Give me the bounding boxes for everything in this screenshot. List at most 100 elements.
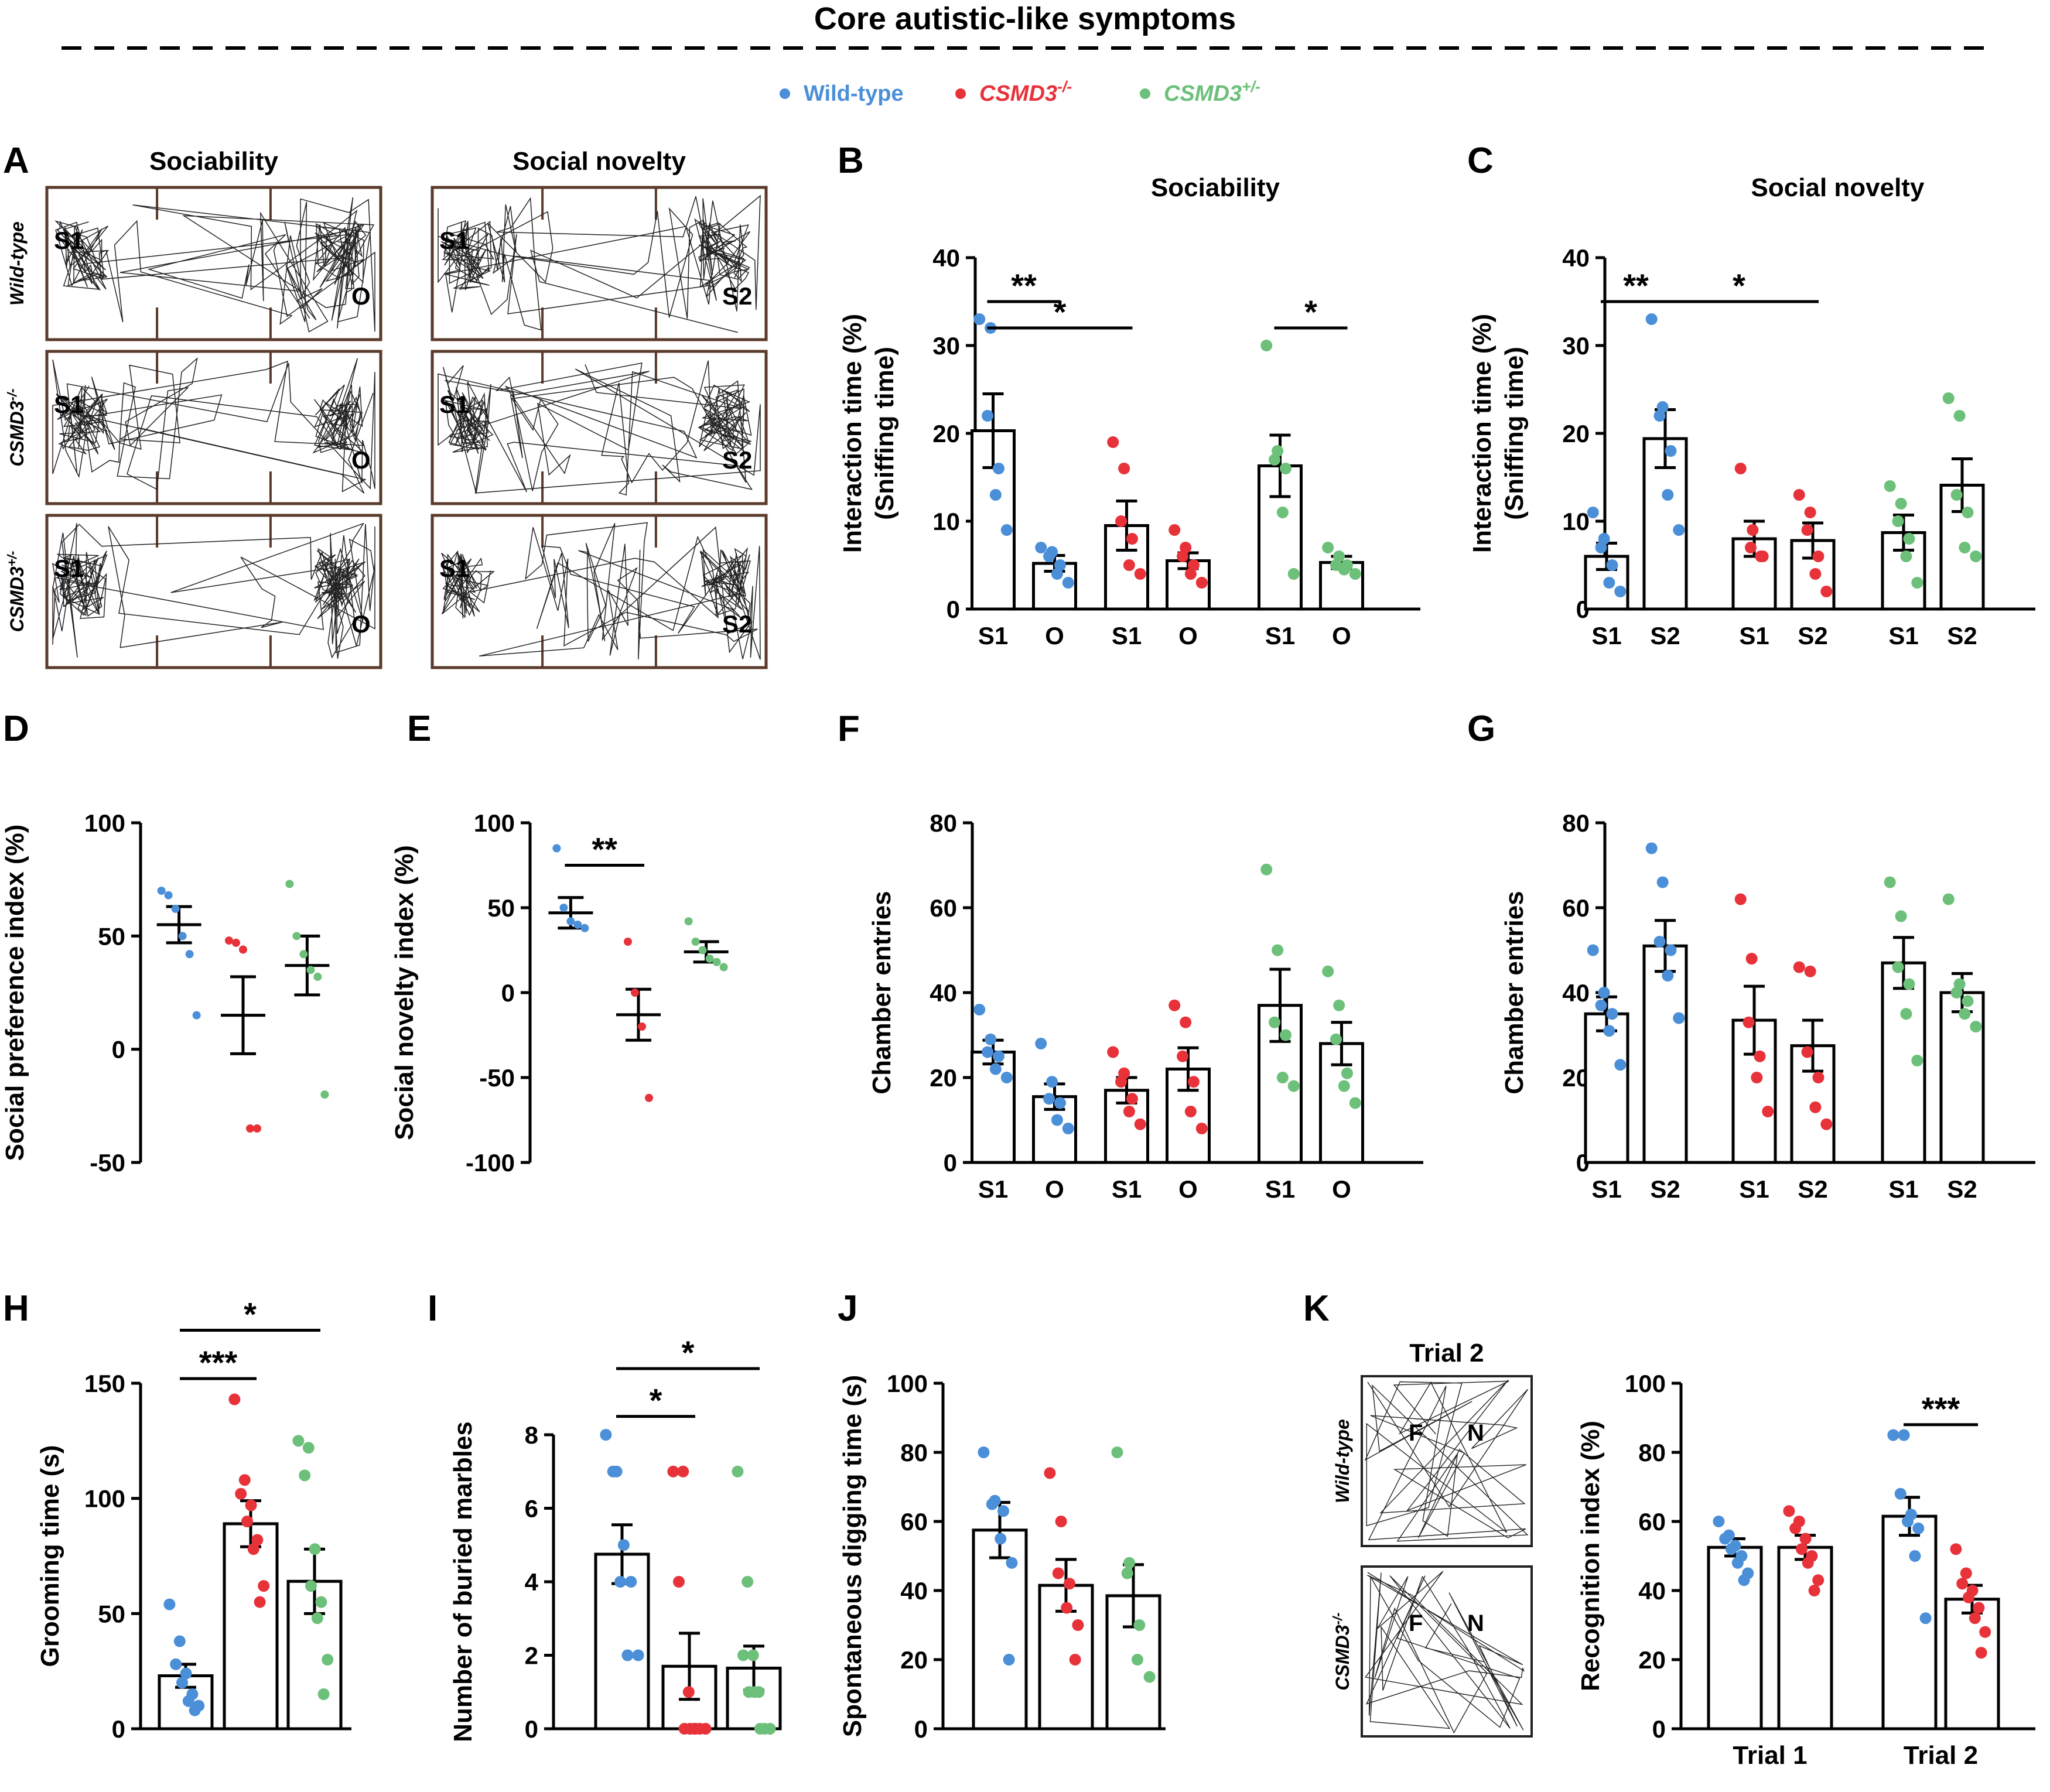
data-point: [189, 1704, 201, 1716]
panel-k-row-label: CSMD3-/-: [1330, 1612, 1354, 1690]
data-point: [982, 410, 994, 422]
data-point: [182, 1695, 194, 1707]
data-point: [1177, 1050, 1189, 1062]
mouse-track: [438, 360, 761, 496]
data-point: [1656, 401, 1669, 413]
data-point: [1911, 577, 1923, 589]
legend-dot: [1140, 88, 1150, 99]
data-point: [235, 1487, 247, 1500]
panel-letter-k: K: [1303, 1288, 1330, 1329]
data-point: [1046, 1076, 1058, 1088]
data-point: [1603, 577, 1615, 589]
data-point: [1603, 1025, 1615, 1037]
data-point: [1973, 1602, 1985, 1614]
data-point: [1126, 1093, 1138, 1105]
data-point: [1134, 1118, 1146, 1130]
data-point: [995, 1533, 1007, 1545]
mouse-track-cluster: [444, 387, 494, 454]
y-axis-label: Spontaneous digging time (s): [838, 1375, 867, 1737]
data-point: [1035, 542, 1047, 553]
data-point: [1322, 542, 1334, 553]
y-tick-label: 20: [1638, 1646, 1666, 1674]
panel-a-col-title: Sociability: [149, 147, 279, 176]
data-point: [1143, 1671, 1156, 1683]
y-tick-label: 0: [944, 1149, 957, 1177]
data-point: [1673, 1012, 1685, 1024]
mouse-track-cluster: [441, 550, 496, 619]
mouse-track-cluster: [54, 220, 109, 291]
significance-label: ***: [1922, 1390, 1960, 1427]
data-point: [1898, 1429, 1910, 1441]
data-point: [225, 936, 233, 945]
data-point: [1000, 524, 1013, 536]
y-tick-label: 30: [1562, 332, 1590, 360]
data-point: [1894, 1487, 1906, 1500]
significance-label: **: [1623, 267, 1649, 304]
data-point: [1062, 1123, 1074, 1134]
data-point: [322, 1654, 334, 1666]
data-point: [1892, 961, 1904, 973]
data-point: [1123, 1557, 1136, 1569]
data-point: [1799, 1533, 1812, 1545]
data-point: [1107, 436, 1119, 448]
data-point: [1072, 1619, 1084, 1631]
data-point: [1812, 550, 1824, 562]
data-point: [1111, 1446, 1123, 1458]
data-point: [1180, 542, 1192, 553]
data-point: [1272, 445, 1284, 457]
data-point: [1043, 1093, 1055, 1105]
data-point: [1614, 586, 1627, 597]
data-point: [1953, 410, 1966, 422]
panel-a-row-label: Wild-type: [6, 221, 28, 306]
x-tick-label: S1: [1112, 1175, 1142, 1203]
x-tick-label: O: [1178, 1175, 1198, 1203]
data-point: [742, 1576, 754, 1588]
data-point: [1260, 863, 1273, 876]
data-point: [1003, 1654, 1015, 1666]
data-point: [1177, 550, 1189, 562]
data-point: [157, 887, 166, 895]
data-point: [1606, 559, 1618, 571]
data-point: [1287, 568, 1300, 580]
data-point: [1184, 1106, 1197, 1117]
data-point: [1900, 550, 1912, 562]
bar: [1707, 1545, 1763, 1731]
data-point: [1653, 410, 1666, 422]
maze-label-right: S2: [722, 282, 752, 310]
data-point: [1338, 1080, 1350, 1092]
y-tick-label: 10: [932, 508, 960, 535]
y-axis-label: Grooming time (s): [36, 1445, 64, 1667]
maze-border: [430, 350, 768, 505]
data-point: [176, 1677, 188, 1689]
data-point: [992, 463, 1004, 474]
data-point: [1061, 1602, 1073, 1614]
data-point: [1820, 1118, 1833, 1130]
y-tick-label: 50: [487, 894, 515, 922]
chart-b: B Sociability 0 10 20 30 40 Interaction time (%…: [838, 141, 1420, 649]
data-point: [1587, 507, 1599, 518]
significance-label: *: [244, 1296, 257, 1333]
y-axis-label: Interaction time (%): [1468, 314, 1496, 553]
data-point: [232, 938, 240, 947]
panel-letter: I: [428, 1288, 438, 1329]
data-point: [625, 1576, 637, 1588]
data-point: [1884, 480, 1896, 492]
x-tick-label: O: [1045, 1175, 1064, 1203]
data-point: [1333, 999, 1345, 1011]
data-point: [285, 880, 294, 888]
maze-label-right: O: [351, 446, 371, 474]
data-point: [1269, 454, 1281, 466]
bar: [972, 1528, 1028, 1731]
data-point: [1054, 559, 1066, 571]
data-point: [1793, 489, 1805, 501]
data-point: [1793, 961, 1805, 973]
panel-letter: D: [3, 709, 29, 749]
y-tick-label: 30: [932, 332, 960, 360]
data-point: [1895, 910, 1907, 922]
data-point: [1895, 498, 1907, 509]
data-point: [253, 1124, 261, 1133]
y-tick-label: 20: [930, 1064, 957, 1092]
